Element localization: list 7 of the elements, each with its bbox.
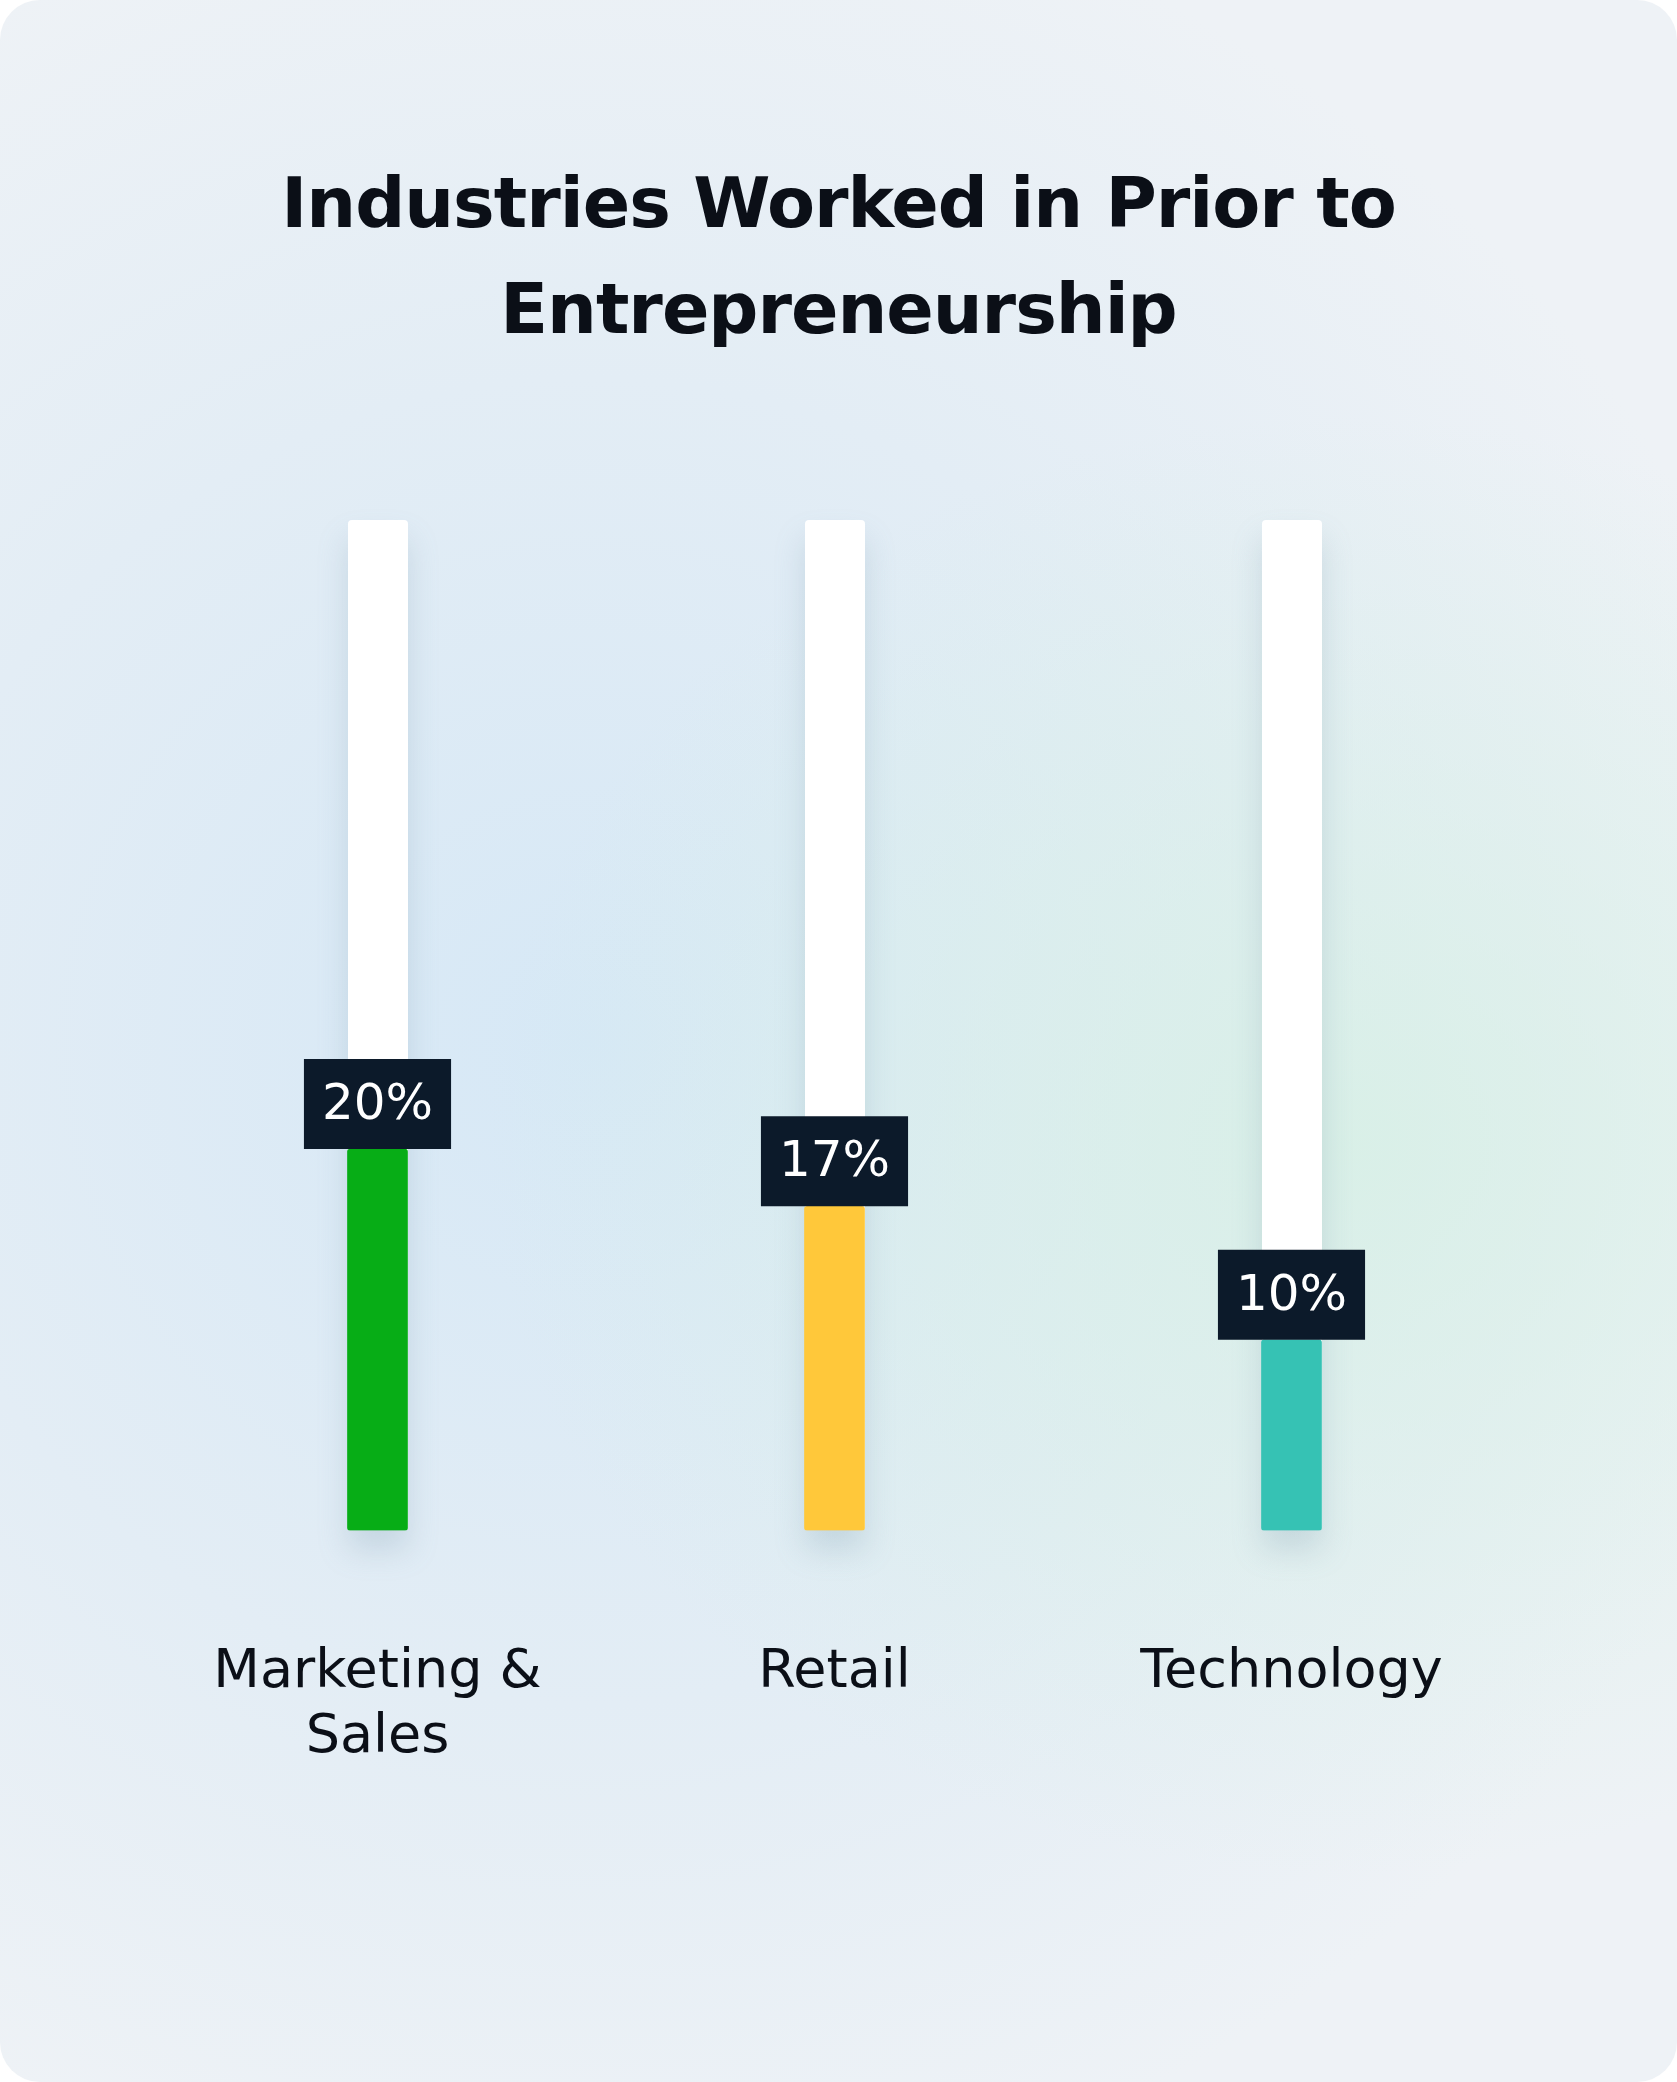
x-tick-label: Retail [758,1636,911,1700]
data-label: 20% [321,1073,434,1132]
data-label: 17% [778,1130,891,1189]
x-tick-label: Marketing & Sales [213,1636,542,1765]
x-tick-label: Technology [1139,1636,1443,1700]
data-label: 10% [1235,1263,1348,1322]
chart-title: Industries Worked in Prior to Entrepreneurship [280,161,1397,352]
